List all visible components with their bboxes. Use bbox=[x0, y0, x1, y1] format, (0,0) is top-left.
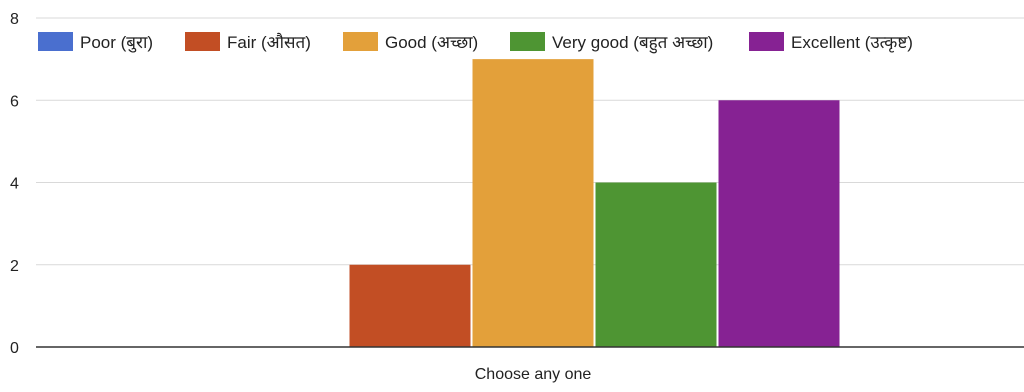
legend-swatch bbox=[510, 32, 545, 51]
y-axis-ticks: 0 2 4 6 8 bbox=[10, 11, 19, 357]
legend-label: Fair (औसत) bbox=[227, 32, 311, 52]
y-tick-label: 0 bbox=[10, 340, 19, 357]
legend-label: Good (अच्छा) bbox=[385, 33, 478, 52]
legend-item: Excellent (उत्कृष्ट) bbox=[749, 32, 913, 53]
bars bbox=[349, 59, 840, 347]
legend-label: Poor (बुरा) bbox=[80, 33, 153, 53]
bar-very-good bbox=[595, 182, 717, 347]
legend-item: Very good (बहुत अच्छा) bbox=[510, 32, 713, 54]
legend-label: Very good (बहुत अच्छा) bbox=[552, 33, 713, 54]
legend-swatch bbox=[185, 32, 220, 51]
legend-item: Fair (औसत) bbox=[185, 32, 311, 52]
x-axis-label: Choose any one bbox=[475, 366, 592, 383]
legend-swatch bbox=[38, 32, 73, 51]
bar-fair bbox=[349, 264, 471, 347]
y-tick-label: 8 bbox=[10, 11, 19, 28]
bar-good bbox=[472, 59, 594, 347]
legend-swatch bbox=[749, 32, 784, 51]
bar-excellent bbox=[718, 100, 840, 347]
y-tick-label: 4 bbox=[10, 176, 19, 193]
legend-item: Good (अच्छा) bbox=[343, 32, 478, 52]
legend: Poor (बुरा) Fair (औसत) Good (अच्छा) Very go… bbox=[38, 32, 913, 54]
y-tick-label: 6 bbox=[10, 93, 19, 110]
legend-swatch bbox=[343, 32, 378, 51]
legend-label: Excellent (उत्कृष्ट) bbox=[791, 33, 913, 53]
y-tick-label: 2 bbox=[10, 258, 19, 275]
legend-item: Poor (बुरा) bbox=[38, 32, 153, 53]
